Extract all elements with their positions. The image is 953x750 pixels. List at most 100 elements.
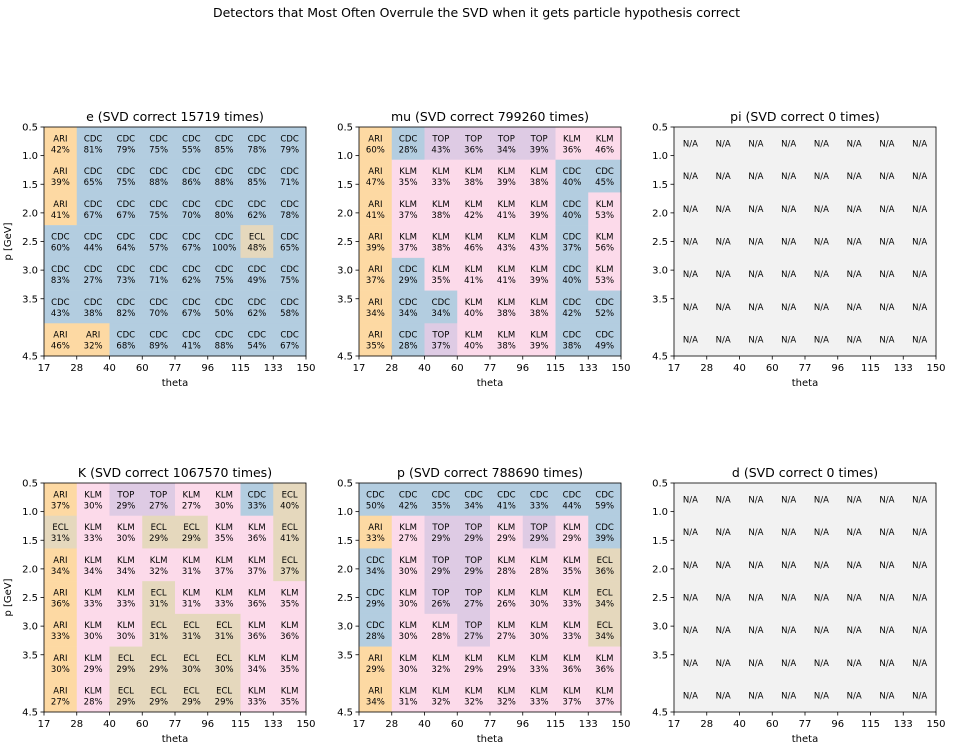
heatmap-cell [837, 483, 871, 517]
cell-detector-label: N/A [748, 594, 763, 604]
x-tick-label: 133 [894, 719, 913, 730]
cell-detector-label: TOP [464, 556, 482, 566]
cell-percent-label: 29% [149, 665, 168, 675]
x-tick-label: 150 [926, 719, 945, 730]
heatmap-cell [457, 679, 491, 713]
heatmap-cell [588, 581, 622, 615]
cell-detector-label: CDC [563, 331, 581, 341]
y-tick-label: 0.5 [652, 479, 668, 490]
cell-detector-label: N/A [879, 336, 894, 346]
cell-detector-label: CDC [563, 490, 581, 500]
heatmap-cell [457, 225, 491, 259]
cell-detector-label: ARI [53, 490, 67, 500]
heatmap-cell [207, 257, 241, 291]
cell-percent-label: 71% [149, 276, 168, 286]
cell-detector-label: N/A [683, 495, 698, 505]
cell-detector-label: ECL [249, 233, 265, 243]
cell-percent-label: 34% [464, 501, 483, 511]
heatmap-cell [772, 127, 806, 161]
cell-detector-label: KLM [117, 621, 135, 631]
cell-percent-label: 40% [562, 211, 581, 221]
heatmap-cell [490, 225, 524, 259]
heatmap-cell [555, 127, 589, 161]
heatmap-cell [273, 192, 307, 226]
cell-percent-label: 30% [215, 501, 234, 511]
heatmap-cell [837, 225, 871, 259]
cell-detector-label: CDC [248, 331, 266, 341]
x-tick-label: 17 [38, 363, 51, 374]
cell-detector-label: N/A [716, 659, 731, 669]
cell-detector-label: KLM [84, 523, 102, 533]
heatmap-cell [76, 127, 110, 161]
cell-percent-label: 37% [399, 244, 418, 254]
heatmap-cell [109, 225, 143, 259]
heatmap-cell [870, 225, 904, 259]
cell-detector-label: N/A [912, 594, 927, 604]
cell-detector-label: CDC [248, 167, 266, 177]
heatmap-cell [674, 127, 708, 161]
heatmap-cell [76, 225, 110, 259]
x-tick-label: 77 [799, 363, 812, 374]
cell-detector-label: CDC [117, 233, 135, 243]
cell-detector-label: N/A [879, 561, 894, 571]
y-tick-label: 3.5 [652, 294, 668, 305]
cell-detector-label: N/A [716, 238, 731, 248]
y-tick-label: 2.0 [652, 564, 668, 575]
heatmap-cell [359, 159, 393, 193]
cell-detector-label: N/A [781, 626, 796, 636]
heatmap-cell [76, 613, 110, 647]
cell-detector-label: CDC [215, 265, 233, 275]
heatmap-cell [44, 127, 78, 161]
heatmap-cell [207, 646, 241, 680]
heatmap-cell [555, 323, 589, 357]
x-tick-label: 40 [418, 719, 431, 730]
cell-detector-label: N/A [814, 172, 829, 182]
heatmap-cell [142, 127, 176, 161]
heatmap-cell [522, 581, 556, 615]
heatmap-cell [772, 159, 806, 193]
heatmap-cell [109, 515, 143, 549]
cell-detector-label: N/A [879, 495, 894, 505]
x-tick-label: 96 [201, 719, 214, 730]
cell-percent-label: 42% [51, 145, 70, 155]
cell-percent-label: 81% [84, 145, 103, 155]
y-tick-label: 1.0 [337, 151, 353, 162]
cell-percent-label: 50% [366, 501, 385, 511]
heatmap-cell [207, 613, 241, 647]
heatmap-cell [490, 192, 524, 226]
cell-percent-label: 36% [247, 600, 266, 610]
x-tick-label: 115 [231, 719, 250, 730]
cell-detector-label: ARI [53, 134, 67, 144]
heatmap-cell [674, 159, 708, 193]
cell-detector-label: ARI [53, 556, 67, 566]
cell-detector-label: ECL [151, 523, 167, 533]
cell-detector-label: KLM [399, 621, 417, 631]
heatmap-cell [490, 257, 524, 291]
cell-percent-label: 29% [366, 665, 385, 675]
cell-detector-label: KLM [465, 298, 483, 308]
cell-detector-label: KLM [248, 523, 266, 533]
cell-percent-label: 70% [182, 211, 201, 221]
cell-detector-label: CDC [563, 167, 581, 177]
cell-detector-label: CDC [84, 134, 102, 144]
y-tick-label: 2.5 [22, 593, 38, 604]
heatmap-cell [706, 679, 740, 713]
cell-detector-label: KLM [563, 556, 581, 566]
cell-detector-label: N/A [847, 270, 862, 280]
cell-percent-label: 75% [149, 145, 168, 155]
heatmap-cell [805, 581, 839, 615]
cell-detector-label: CDC [215, 200, 233, 210]
cell-detector-label: TOP [530, 134, 548, 144]
cell-detector-label: N/A [879, 172, 894, 182]
cell-detector-label: KLM [183, 556, 201, 566]
cell-percent-label: 30% [182, 665, 201, 675]
cell-detector-label: N/A [847, 205, 862, 215]
heatmap-cell [739, 290, 773, 324]
heatmap-cell [522, 483, 556, 517]
heatmap-panel: CDC50%CDC42%CDC35%CDC34%CDC41%CDC33%CDC4… [337, 465, 630, 745]
cell-percent-label: 42% [562, 309, 581, 319]
y-tick-label: 4.5 [22, 352, 38, 363]
heatmap-cell [588, 257, 622, 291]
cell-detector-label: N/A [912, 238, 927, 248]
cell-percent-label: 31% [215, 632, 234, 642]
